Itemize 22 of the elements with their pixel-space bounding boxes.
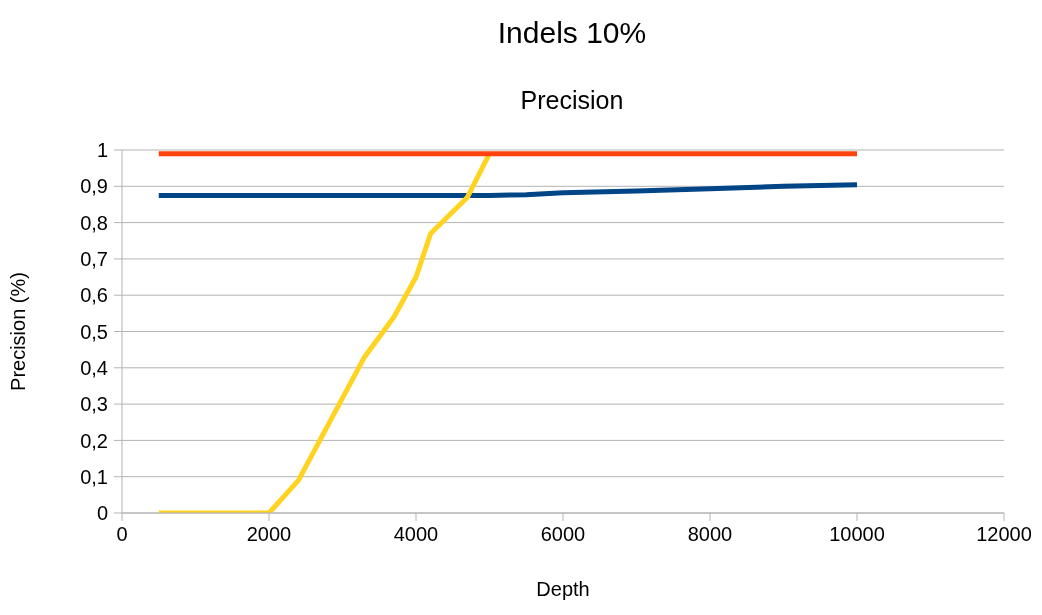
x-tick-label: 2000 xyxy=(246,523,292,546)
y-tick-label: 0,2 xyxy=(80,429,108,452)
x-tick-label: 0 xyxy=(116,523,128,546)
x-tick-label: 10000 xyxy=(829,523,885,546)
y-tick-label: 0 xyxy=(96,502,108,525)
y-tick-label: 0,3 xyxy=(80,393,108,416)
x-axis-title: Depth xyxy=(536,578,590,600)
y-axis-title: Precision (%) xyxy=(7,272,30,391)
x-tick-label: 4000 xyxy=(393,523,439,546)
y-tick-label: 1 xyxy=(96,139,108,162)
y-tick-label: 0,9 xyxy=(80,175,108,198)
y-tick-label: 0,1 xyxy=(80,465,108,488)
y-tick-label: 0,8 xyxy=(80,211,108,234)
y-tick-label: 0,6 xyxy=(80,284,108,307)
chart-subtitle: Precision xyxy=(519,86,625,115)
x-tick-label: 8000 xyxy=(687,523,733,546)
y-tick-label: 0,7 xyxy=(80,248,108,270)
y-tick-label: 0,5 xyxy=(80,320,108,343)
y-tick-label: 0,4 xyxy=(80,356,108,379)
x-tick-label: 6000 xyxy=(540,523,586,546)
x-tick-label: 12000 xyxy=(976,523,1032,546)
chart-title: Indels 10% xyxy=(496,16,648,50)
